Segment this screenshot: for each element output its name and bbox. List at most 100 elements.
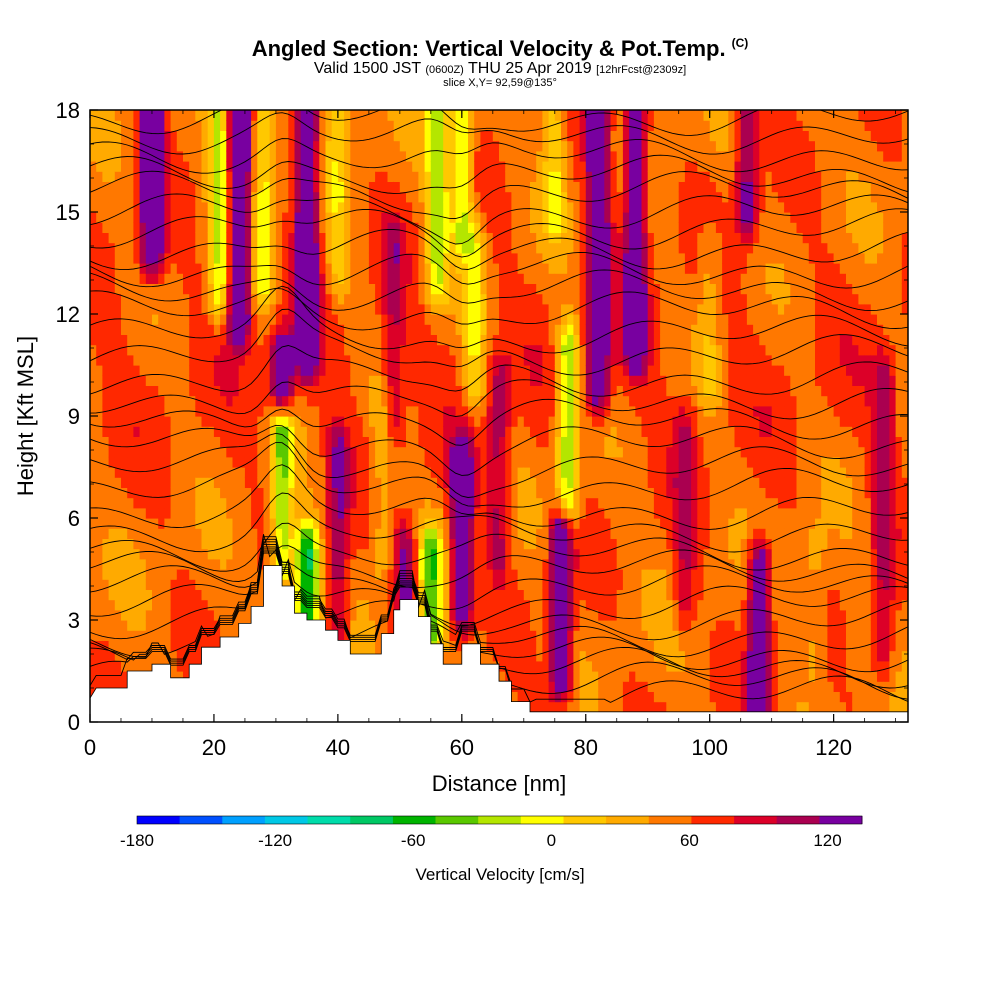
field-cell — [195, 467, 203, 478]
field-cell — [536, 477, 543, 488]
field-cell — [331, 161, 339, 172]
field-cell — [232, 314, 240, 325]
field-cell — [164, 405, 172, 417]
field-cell — [238, 507, 246, 519]
field-cell — [189, 232, 196, 244]
field-cell — [164, 283, 172, 295]
field-cell — [114, 548, 122, 560]
field-cell — [468, 405, 475, 417]
field-cell — [480, 161, 488, 172]
field-cell — [288, 507, 296, 519]
field-cell — [461, 456, 469, 468]
field-cell — [375, 416, 382, 427]
field-cell — [344, 120, 351, 131]
field-cell — [294, 385, 302, 397]
field-cell — [437, 324, 444, 335]
field-cell — [480, 344, 488, 356]
field-cell — [468, 385, 475, 397]
field-cell — [530, 365, 537, 376]
field-cell — [127, 263, 134, 274]
field-cell — [300, 467, 308, 478]
field-cell — [108, 130, 116, 142]
field-cell — [300, 497, 308, 509]
field-cell — [406, 171, 413, 182]
field-cell — [306, 242, 314, 254]
field-cell — [579, 161, 587, 172]
field-cell — [499, 191, 506, 203]
field-cell — [573, 701, 581, 713]
field-cell — [350, 558, 358, 570]
field-cell — [350, 252, 358, 264]
field-cell — [176, 212, 184, 223]
field-cell — [437, 385, 444, 397]
field-cell — [164, 263, 172, 274]
field-cell — [96, 161, 103, 172]
field-cell — [195, 375, 203, 386]
field-cell — [201, 528, 209, 539]
field-cell — [567, 456, 574, 468]
field-cell — [306, 222, 314, 233]
field-cell — [127, 252, 134, 264]
field-cell — [406, 375, 413, 386]
field-cell — [505, 273, 512, 284]
field-cell — [573, 507, 581, 519]
field-cell — [244, 416, 252, 427]
field-cell — [201, 548, 209, 560]
field-cell — [244, 518, 252, 529]
field-cell — [418, 599, 426, 611]
field-cell — [443, 140, 450, 152]
field-cell — [102, 395, 110, 407]
field-cell — [461, 477, 469, 488]
field-cell — [337, 365, 345, 376]
field-cell — [152, 181, 159, 193]
field-cell — [579, 671, 587, 682]
field-cell — [263, 334, 271, 346]
field-cell — [220, 110, 227, 121]
field-cell — [288, 456, 296, 468]
field-cell — [337, 436, 345, 448]
field-cell — [121, 232, 128, 244]
field-cell — [474, 446, 481, 458]
field-cell — [561, 334, 568, 346]
field-cell — [263, 497, 271, 509]
field-cell — [183, 446, 190, 458]
field-cell — [449, 548, 457, 560]
field-cell — [542, 110, 550, 121]
field-cell — [387, 487, 395, 499]
field-cell — [461, 467, 469, 478]
field-cell — [176, 395, 184, 407]
field-cell — [300, 130, 308, 142]
field-cell — [480, 405, 488, 417]
field-cell — [300, 191, 308, 203]
field-cell — [226, 528, 234, 539]
field-cell — [300, 405, 308, 417]
field-cell — [288, 222, 296, 233]
field-cell — [170, 558, 178, 570]
field-cell — [474, 140, 481, 152]
field-cell — [592, 263, 599, 274]
field-cell — [585, 599, 593, 611]
field-cell — [505, 467, 512, 478]
field-cell — [331, 497, 339, 509]
field-cell — [511, 507, 519, 519]
field-cell — [536, 232, 543, 244]
field-cell — [468, 334, 475, 346]
field-cell — [474, 303, 481, 315]
field-cell — [170, 436, 178, 448]
field-cell — [90, 660, 97, 672]
field-cell — [145, 620, 153, 631]
field-cell — [579, 273, 587, 284]
field-cell — [418, 375, 426, 386]
field-cell — [102, 487, 110, 499]
field-cell — [164, 242, 172, 254]
field-cell — [251, 416, 258, 427]
field-cell — [505, 161, 512, 172]
field-cell — [499, 436, 506, 448]
field-cell — [189, 467, 196, 478]
field-cell — [176, 518, 184, 529]
field-cell — [238, 344, 246, 356]
field-cell — [139, 242, 147, 254]
field-cell — [195, 273, 203, 284]
field-cell — [362, 436, 370, 448]
field-cell — [468, 273, 475, 284]
